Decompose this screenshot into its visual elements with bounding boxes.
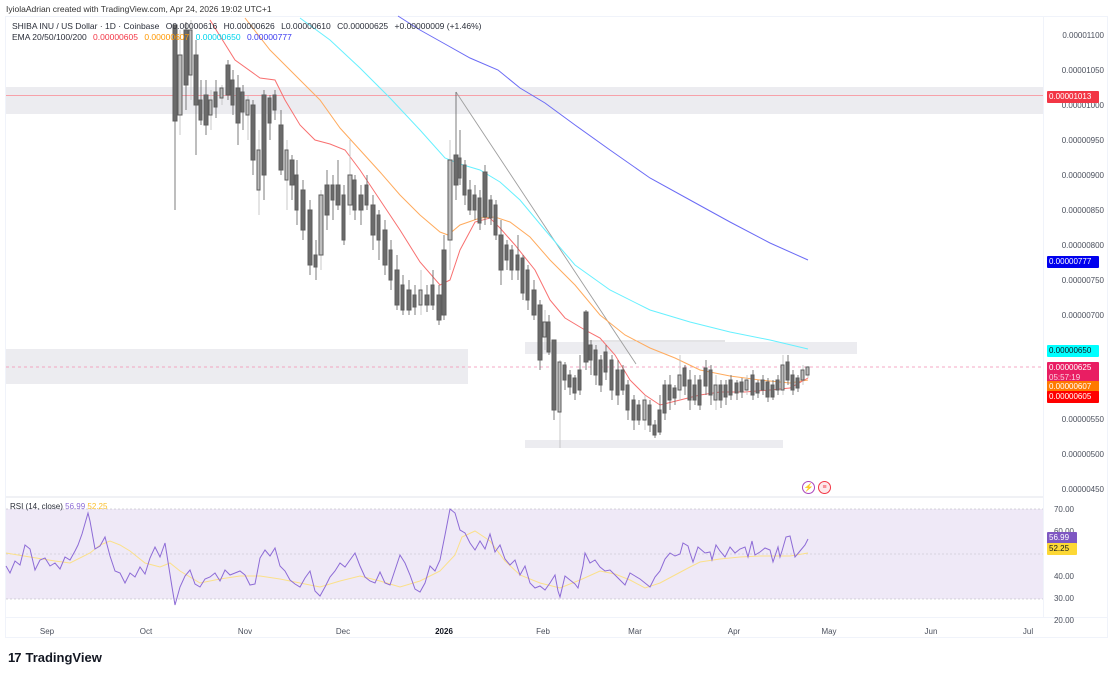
price-tick: 0.00000700 bbox=[1061, 311, 1104, 320]
rsi-legend[interactable]: RSI (14, close) 56.99 52.25 bbox=[10, 502, 107, 511]
time-label: Oct bbox=[139, 627, 153, 636]
chart-credit: IyiolaAdrian created with TradingView.co… bbox=[6, 4, 272, 14]
price-tick: 0.00000850 bbox=[1061, 206, 1104, 215]
rsi-ma-value: 52.25 bbox=[87, 502, 108, 511]
ema-label: EMA 20/50/100/200 bbox=[12, 32, 87, 42]
ohlc-high: H0.00000626 bbox=[223, 21, 275, 31]
ema200-line bbox=[397, 15, 809, 261]
price-tick: 0.00000500 bbox=[1061, 450, 1104, 459]
rsi-ma-line bbox=[5, 530, 809, 589]
price-tick: 0.00000900 bbox=[1061, 171, 1104, 180]
ohlc-change: +0.00000009 (+1.46%) bbox=[394, 21, 482, 31]
time-label: Jun bbox=[924, 627, 938, 636]
rsi-tick: 40.00 bbox=[1053, 572, 1074, 581]
price-tick: 0.00001100 bbox=[1062, 31, 1104, 40]
ema50-price-tag: 0.00000607 bbox=[1047, 381, 1099, 393]
candles bbox=[172, 20, 810, 448]
price-tick: 0.00000800 bbox=[1061, 241, 1104, 250]
rsi-tick: 70.00 bbox=[1053, 505, 1074, 514]
ema100-value: 0.00000650 bbox=[195, 32, 241, 42]
time-label: Apr bbox=[727, 627, 741, 636]
ema200-price-tag: 0.00000777 bbox=[1047, 256, 1099, 268]
price-tick: 0.00000950 bbox=[1061, 136, 1104, 145]
left-mid-zone bbox=[6, 349, 468, 384]
time-label: Feb bbox=[536, 627, 550, 636]
rsi-tick: 20.00 bbox=[1053, 616, 1074, 625]
rsi-ma-value-tag: 52.25 bbox=[1047, 543, 1077, 555]
brand-name: TradingView bbox=[25, 650, 102, 665]
resistance-price-tag: 0.00001013 bbox=[1047, 91, 1099, 103]
flash-event-icon[interactable]: ⚡ bbox=[802, 481, 815, 494]
rsi-line bbox=[5, 508, 809, 606]
time-label-year: 2026 bbox=[435, 627, 453, 636]
ema20-value: 0.00000605 bbox=[93, 32, 138, 42]
right-mid-zone bbox=[525, 342, 857, 354]
price-tick: 0.00000550 bbox=[1061, 415, 1104, 424]
price-tick: 0.00000450 bbox=[1061, 485, 1104, 494]
trendline bbox=[455, 91, 637, 365]
price-tick: 0.00000750 bbox=[1061, 276, 1104, 285]
time-label: Sep bbox=[39, 627, 55, 636]
ema50-value: 0.00000607 bbox=[144, 32, 190, 42]
rsi-value-tag: 56.99 bbox=[1047, 532, 1077, 544]
ema100-price-tag: 0.00000650 bbox=[1047, 345, 1099, 357]
rsi-tick: 30.00 bbox=[1053, 594, 1074, 603]
time-label: Mar bbox=[628, 627, 642, 636]
ema100-line bbox=[299, 17, 809, 350]
us-flag-event-icon[interactable]: ≡ bbox=[818, 481, 831, 494]
time-label: Nov bbox=[237, 627, 253, 636]
tradingview-brand[interactable]: 17 TradingView bbox=[8, 650, 102, 665]
bar-countdown: 05:57:19 bbox=[1049, 373, 1081, 382]
ohlc-open: O0.00000616 bbox=[165, 21, 218, 31]
last-price-value: 0.00000625 bbox=[1049, 363, 1092, 372]
time-label: May bbox=[821, 627, 837, 636]
ohlc-low: L0.00000610 bbox=[281, 21, 331, 31]
tradingview-logo-icon: 17 bbox=[8, 650, 22, 665]
last-price-tag: 0.00000625 05:57:19 bbox=[1047, 362, 1099, 382]
rsi-pane bbox=[5, 508, 1043, 606]
ema20-price-tag: 0.00000605 bbox=[1047, 391, 1099, 403]
symbol-legend: SHIBA INU / US Dollar · 1D · Coinbase O0… bbox=[12, 21, 486, 31]
time-label: Dec bbox=[335, 627, 351, 636]
price-tick: 0.00001000 bbox=[1061, 101, 1104, 110]
ema200-value: 0.00000777 bbox=[246, 32, 292, 42]
support-zone bbox=[525, 440, 783, 448]
ema-legend[interactable]: EMA 20/50/100/200 0.00000605 0.00000607 … bbox=[12, 32, 296, 42]
symbol-title: SHIBA INU / US Dollar · 1D · Coinbase bbox=[12, 21, 160, 31]
rsi-value: 56.99 bbox=[65, 502, 86, 511]
price-tick: 0.00001050 bbox=[1061, 66, 1104, 75]
chart-frame bbox=[5, 16, 1108, 638]
rsi-tick: 60.00 bbox=[1034, 527, 1074, 536]
time-label: Jul bbox=[1022, 627, 1034, 636]
ohlc-close: C0.00000625 bbox=[337, 21, 389, 31]
rsi-label: RSI (14, close) bbox=[10, 502, 63, 511]
